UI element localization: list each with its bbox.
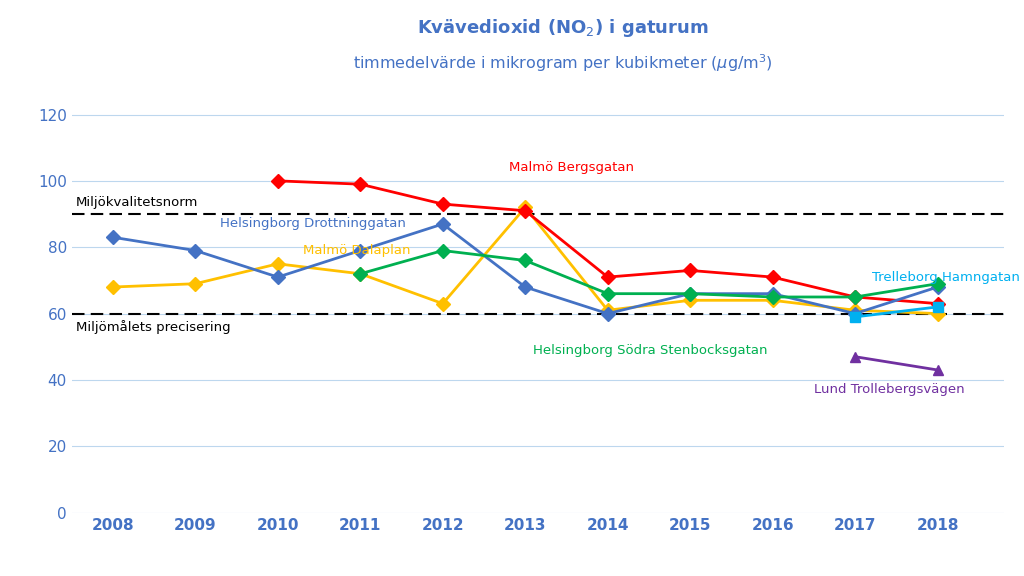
Text: timmedelvärde i mikrogram per kubikmeter ($\mu$g/m$^3$): timmedelvärde i mikrogram per kubikmeter… xyxy=(353,52,773,74)
Text: Malmö Bergsgatan: Malmö Bergsgatan xyxy=(509,161,634,174)
Text: Malmö Dalaplan: Malmö Dalaplan xyxy=(302,244,410,257)
Text: Helsingborg Södra Stenbocksgatan: Helsingborg Södra Stenbocksgatan xyxy=(534,343,768,357)
Text: Lund Trollebergsvägen: Lund Trollebergsvägen xyxy=(814,384,965,396)
Text: Trelleborg Hamngatan: Trelleborg Hamngatan xyxy=(871,271,1020,283)
Text: Miljömålets precisering: Miljömålets precisering xyxy=(76,320,230,334)
Text: Helsingborg Drottninggatan: Helsingborg Drottninggatan xyxy=(220,218,406,230)
Text: Kvävedioxid (NO$_2$) i gaturum: Kvävedioxid (NO$_2$) i gaturum xyxy=(417,17,710,39)
Text: Miljökvalitetsnorm: Miljökvalitetsnorm xyxy=(76,196,199,209)
